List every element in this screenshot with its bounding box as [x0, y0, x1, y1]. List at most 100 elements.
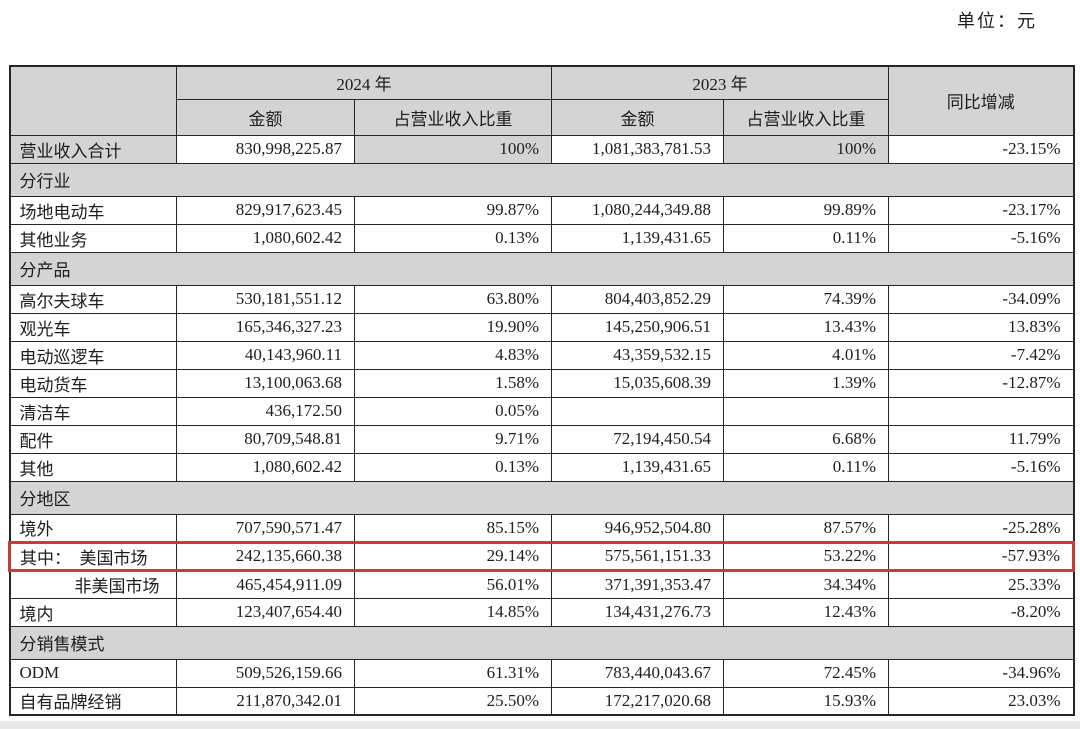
share-2023-cell: 72.45%: [723, 658, 889, 688]
table-row: 非美国市场 465,454,911.09 56.01% 371,391,353.47 3…: [9, 569, 1074, 599]
row-label-cell: 电动巡逻车: [9, 340, 177, 370]
yoy-cell: -34.09%: [888, 284, 1074, 314]
share-2024-cell: 14.85%: [354, 597, 552, 627]
header-row-years: 2024 年 2023 年 同比增减: [9, 65, 1074, 136]
yoy-cell: -8.20%: [888, 597, 1074, 627]
table-row: 电动货车 13,100,063.68 1.58% 15,035,608.39 1.39%…: [9, 368, 1074, 398]
yoy-cell: 23.03%: [888, 686, 1074, 716]
table-body: 营业收入合计 830,998,225.87 100% 1,081,383,781.53…: [8, 134, 1075, 716]
table-row: 其他业务 1,080,602.42 0.13% 1,139,431.65 0.11% -5…: [9, 223, 1074, 253]
share-2023-cell: 0.11%: [723, 223, 889, 253]
row-label-cell: 其他: [9, 452, 177, 482]
row-label-cell: 境内: [9, 597, 177, 627]
amount-2024-cell: 211,870,342.01: [176, 686, 355, 716]
share-2024-cell: 19.90%: [354, 312, 552, 342]
amount-2023-cell: 43,359,532.15: [551, 340, 724, 370]
row-label-cell: 高尔夫球车: [9, 284, 177, 314]
table-row: 营业收入合计 830,998,225.87 100% 1,081,383,781.53…: [9, 134, 1074, 164]
share-2023-cell: 87.57%: [723, 513, 889, 543]
share-2024-cell: 4.83%: [354, 340, 552, 370]
amount-2023-cell: 172,217,020.68: [551, 686, 724, 716]
row-label-cell: 场地电动车: [9, 195, 177, 225]
yoy-cell: [888, 396, 1074, 426]
share-2023-cell: 4.01%: [723, 340, 889, 370]
share-2023-cell: [723, 396, 889, 426]
share-2024-cell: 100%: [354, 134, 552, 164]
share-2024-cell: 25.50%: [354, 686, 552, 716]
amount-2024-cell: 436,172.50: [176, 396, 355, 426]
amount-2024-cell: 465,454,911.09: [176, 569, 355, 599]
yoy-cell: -57.93%: [888, 540, 1075, 572]
bottom-strip: [0, 721, 1080, 729]
amount-2023-header: 金额: [551, 98, 724, 136]
table-header: 2024 年 2023 年 同比增减 金额 占营业收入比重 金额 占营业收入比重: [9, 65, 1074, 136]
revenue-table-wrap: 2024 年 2023 年 同比增减 金额 占营业收入比重 金额 占营业收入比重…: [8, 65, 1075, 716]
unit-label: 单位：元: [957, 11, 1037, 31]
table-row: ODM 509,526,159.66 61.31% 783,440,043.67 72.…: [9, 658, 1074, 688]
yoy-cell: 11.79%: [888, 424, 1074, 454]
row-label-cell: 非美国市场: [9, 569, 177, 599]
share-2024-cell: 9.71%: [354, 424, 552, 454]
row-label-cell: 营业收入合计: [9, 134, 177, 164]
share-2024-cell: 0.13%: [354, 452, 552, 482]
amount-2024-cell: 830,998,225.87: [176, 134, 355, 164]
amount-2024-cell: 707,590,571.47: [176, 513, 355, 543]
year-2024-header: 2024 年: [176, 65, 552, 100]
table-row: 配件 80,709,548.81 9.71% 72,194,450.54 6.68% 11…: [9, 424, 1074, 454]
row-label-cell: 境外: [9, 513, 177, 543]
yoy-cell: -5.16%: [888, 223, 1074, 253]
amount-2023-cell: 804,403,852.29: [551, 284, 724, 314]
share-2024-cell: 56.01%: [354, 569, 552, 599]
amount-2023-cell: 1,081,383,781.53: [551, 134, 724, 164]
share-2024-cell: 61.31%: [354, 658, 552, 688]
section-label: 分行业: [9, 162, 1074, 197]
yoy-cell: -12.87%: [888, 368, 1074, 398]
yoy-cell: -25.28%: [888, 513, 1074, 543]
share-2023-cell: 99.89%: [723, 195, 889, 225]
row-label-cell: 配件: [9, 424, 177, 454]
yoy-cell: 25.33%: [888, 569, 1074, 599]
share-2023-cell: 0.11%: [723, 452, 889, 482]
share-2024-cell: 99.87%: [354, 195, 552, 225]
yoy-cell: -34.96%: [888, 658, 1074, 688]
share-2023-cell: 15.93%: [723, 686, 889, 716]
share-2024-cell: 63.80%: [354, 284, 552, 314]
share-2024-cell: 85.15%: [354, 513, 552, 543]
amount-2023-cell: 72,194,450.54: [551, 424, 724, 454]
yoy-cell: 13.83%: [888, 312, 1074, 342]
share-2023-cell: 6.68%: [723, 424, 889, 454]
amount-2023-cell: 15,035,608.39: [551, 368, 724, 398]
section-row: 分地区: [9, 480, 1074, 515]
year-2023-header: 2023 年: [551, 65, 889, 100]
amount-2024-cell: 1,080,602.42: [176, 452, 355, 482]
amount-2024-cell: 123,407,654.40: [176, 597, 355, 627]
amount-2023-cell: 946,952,504.80: [551, 513, 724, 543]
corner-cell: [9, 65, 177, 136]
row-label-cell: 观光车: [9, 312, 177, 342]
highlighted-table-row: 其中： 美国市场 242,135,660.38 29.14% 575,561,151.…: [8, 540, 1075, 572]
row-label-cell: 电动货车: [9, 368, 177, 398]
row-label-cell: 自有品牌经销: [9, 686, 177, 716]
amount-2023-cell: 1,080,244,349.88: [551, 195, 724, 225]
share-2024-cell: 0.05%: [354, 396, 552, 426]
amount-2024-cell: 242,135,660.38: [176, 540, 355, 572]
share-2024-header: 占营业收入比重: [354, 98, 552, 136]
table-row: 境外 707,590,571.47 85.15% 946,952,504.80 87.5…: [9, 513, 1074, 543]
amount-2024-cell: 509,526,159.66: [176, 658, 355, 688]
yoy-cell: -7.42%: [888, 340, 1074, 370]
amount-2024-cell: 1,080,602.42: [176, 223, 355, 253]
amount-2023-cell: 134,431,276.73: [551, 597, 724, 627]
section-row: 分产品: [9, 251, 1074, 286]
row-label-cell: 其他业务: [9, 223, 177, 253]
table-row: 场地电动车 829,917,623.45 99.87% 1,080,244,349.8…: [9, 195, 1074, 225]
header-row-metrics: 金额 占营业收入比重 金额 占营业收入比重: [10, 98, 1074, 136]
section-row: 分销售模式: [9, 625, 1074, 660]
yoy-header: 同比增减: [888, 65, 1074, 136]
table-row: 境内 123,407,654.40 14.85% 134,431,276.73 12.4…: [9, 597, 1074, 627]
section-label: 分销售模式: [9, 625, 1074, 660]
row-label-cell: ODM: [9, 658, 177, 688]
section-row: 分行业: [9, 162, 1074, 197]
amount-2024-cell: 40,143,960.11: [176, 340, 355, 370]
share-2023-cell: 74.39%: [723, 284, 889, 314]
share-2023-cell: 53.22%: [723, 540, 889, 572]
